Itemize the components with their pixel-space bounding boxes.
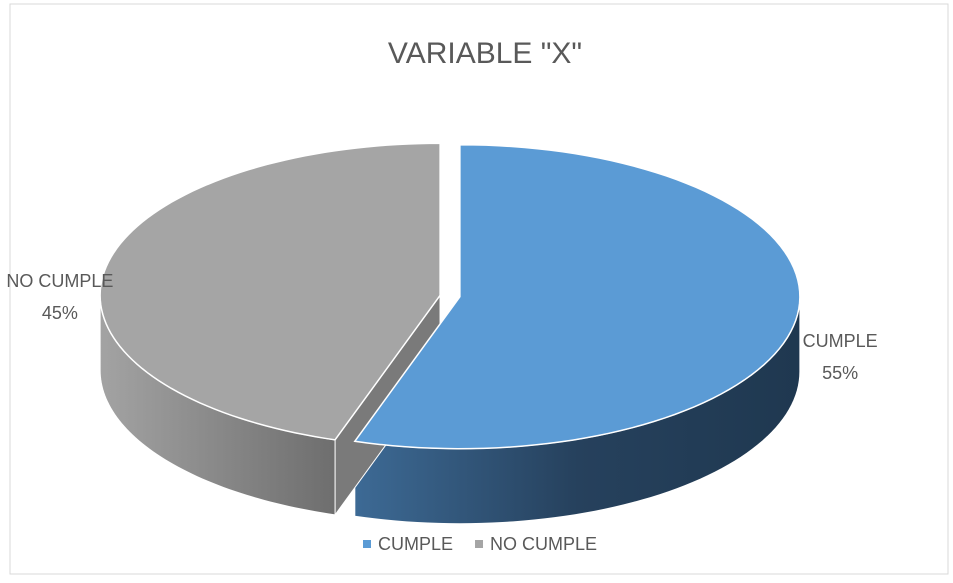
legend-swatch [363,540,371,548]
slice [353,143,801,450]
data-label-value: 55% [822,363,858,383]
slice [99,142,441,441]
legend-swatch [475,540,484,548]
data-label-category: CUMPLE [803,331,878,351]
legend-label: NO CUMPLE [490,534,597,554]
data-label-category: NO CUMPLE [6,271,113,291]
chart-title: VARIABLE "X" [388,37,582,70]
data-label-value: 45% [42,303,78,323]
pie-tops [99,142,801,450]
legend-label: CUMPLE [378,534,453,554]
